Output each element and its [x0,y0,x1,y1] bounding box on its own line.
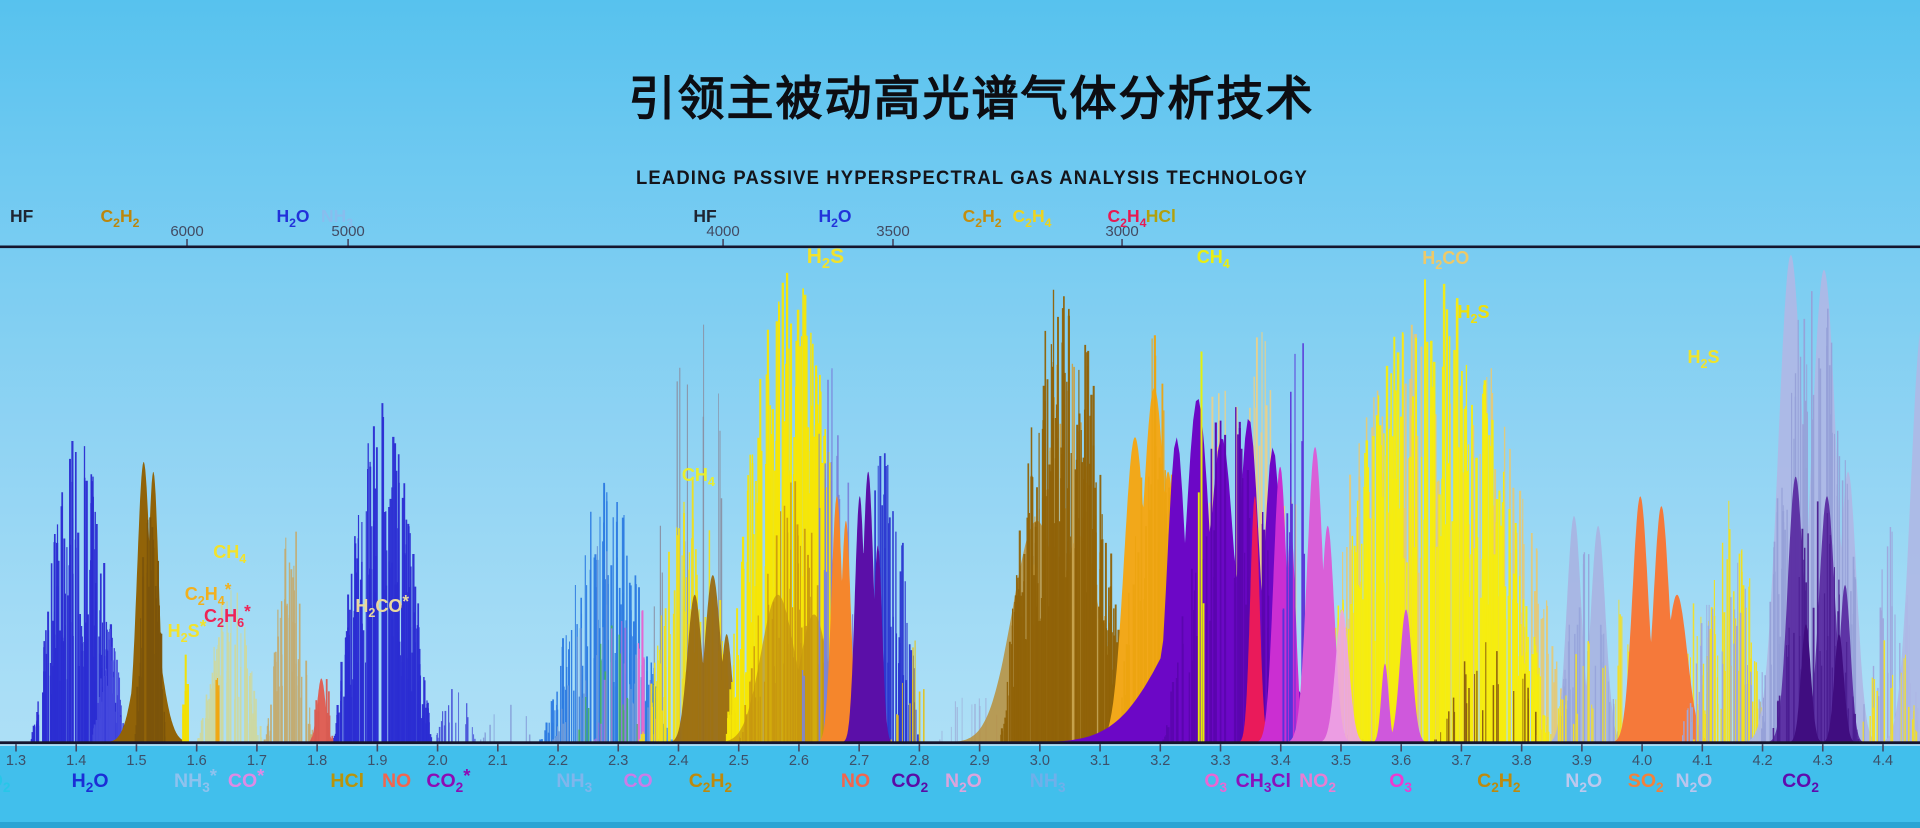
svg-text:SO2: SO2 [1628,770,1664,795]
svg-text:H2S*: H2S* [168,617,207,645]
svg-text:CO2: CO2 [891,770,928,795]
svg-text:6000: 6000 [170,223,203,240]
svg-text:C2H2: C2H2 [101,206,140,230]
svg-text:C2H2: C2H2 [963,206,1002,230]
svg-text:2.6: 2.6 [789,753,809,769]
bottom-axis-ticks: 1.3 1.4 1.5 1.6 1.7 1.8 1.9 2.0 2.1 2.2 2.3 2.4 2.5 2… [6,744,1893,769]
svg-text:NO: NO [382,770,411,792]
footer-strip [0,746,1920,828]
top-axis-ticks: 6000 5000 4000 3500 3000 [170,223,1139,246]
svg-text:O3: O3 [1389,770,1412,795]
svg-text:O2: O2 [0,770,11,795]
svg-text:H2O: H2O [818,206,851,230]
svg-text:3500: 3500 [876,223,909,240]
svg-text:N2O: N2O [1675,770,1712,795]
svg-text:1.4: 1.4 [66,753,86,769]
svg-text:C2H6*: C2H6* [204,602,251,630]
svg-text:3000: 3000 [1105,223,1138,240]
svg-text:H2S: H2S [807,245,844,272]
svg-text:1.6: 1.6 [187,753,207,769]
svg-text:3.9: 3.9 [1572,753,1592,769]
svg-text:1.5: 1.5 [126,753,146,769]
svg-text:4.2: 4.2 [1752,753,1772,769]
svg-text:3.7: 3.7 [1451,753,1471,769]
svg-text:N2O: N2O [945,770,982,795]
svg-text:2.0: 2.0 [427,753,447,769]
svg-text:C2H4: C2H4 [1013,206,1052,230]
svg-text:H2CO*: H2CO* [355,592,409,620]
svg-text:C2H2: C2H2 [1477,770,1521,795]
svg-text:CH4: CH4 [213,542,246,566]
svg-text:3.5: 3.5 [1331,753,1351,769]
svg-text:H2S: H2S [1687,347,1719,371]
svg-text:C2H4*: C2H4* [185,580,232,608]
axes [0,245,1920,745]
svg-text:CH3Cl: CH3Cl [1236,770,1291,795]
spectral-bands [30,255,1920,743]
svg-text:CH4: CH4 [682,465,715,489]
svg-text:4.0: 4.0 [1632,753,1652,769]
svg-text:3.2: 3.2 [1150,753,1170,769]
svg-text:2.4: 2.4 [668,753,688,769]
svg-text:1.8: 1.8 [307,753,327,769]
svg-text:NO2: NO2 [1299,770,1336,795]
svg-text:HCl: HCl [1146,206,1176,226]
svg-text:CO2: CO2 [1782,770,1819,795]
svg-text:CO: CO [623,770,652,792]
bottom-gas-labels: O2 H2O NH3* CO* HCl NO CO2* NH3 CO C2H2 NO CO2 N2O NH… [0,765,1819,795]
svg-text:H2O: H2O [72,770,109,795]
svg-text:CH4: CH4 [1197,247,1230,271]
svg-text:3.8: 3.8 [1512,753,1532,769]
svg-text:3.3: 3.3 [1210,753,1230,769]
svg-text:2.1: 2.1 [488,753,508,769]
svg-text:NH3: NH3 [1030,770,1066,795]
svg-text:C2H2: C2H2 [689,770,733,795]
svg-text:HF: HF [693,206,717,226]
band-annotations: H2S CH4 CH4 C2H4*C2H6*H2S* H2CO* CH4 H2CO H2S H2… [168,245,1720,645]
svg-text:1.7: 1.7 [247,753,267,769]
svg-text:3.0: 3.0 [1030,753,1050,769]
svg-text:4000: 4000 [706,223,739,240]
svg-text:5000: 5000 [331,223,364,240]
top-gas-labels: HF C2H2 H2O NH3 HF H2O C2H2 C2H4 C2H4 HCl [10,206,1176,230]
svg-text:NH3: NH3 [556,770,592,795]
page-title: 引领主被动高光谱气体分析技术 [628,72,1315,125]
svg-text:N2O: N2O [1565,770,1602,795]
svg-text:CO*: CO* [228,765,265,792]
svg-text:NO: NO [841,770,870,792]
svg-text:2.5: 2.5 [729,753,749,769]
svg-text:2.8: 2.8 [909,753,929,769]
svg-text:HF: HF [10,206,34,226]
svg-text:3.6: 3.6 [1391,753,1411,769]
svg-text:NH3: NH3 [321,206,353,230]
svg-text:4.1: 4.1 [1692,753,1712,769]
header: 引领主被动高光谱气体分析技术 LEADING PASSIVE HYPERSPEC… [625,74,1318,190]
svg-text:C2H4: C2H4 [1108,206,1147,230]
svg-text:2.9: 2.9 [970,753,990,769]
svg-text:O3: O3 [1204,770,1227,795]
svg-text:2.2: 2.2 [548,753,568,769]
svg-text:4.3: 4.3 [1813,753,1833,769]
svg-text:2.7: 2.7 [849,753,869,769]
svg-text:1.3: 1.3 [6,753,26,769]
svg-text:H2CO: H2CO [1422,248,1469,272]
svg-text:HCl: HCl [330,770,364,792]
svg-text:H2S: H2S [1457,302,1489,326]
svg-text:H2O: H2O [276,206,309,230]
svg-text:3.4: 3.4 [1271,753,1291,769]
page-subtitle: LEADING PASSIVE HYPERSPECTRAL GAS ANALYS… [635,168,1308,190]
footer-edge [0,822,1920,828]
svg-text:CO2*: CO2* [426,765,471,795]
svg-text:NH3*: NH3* [174,765,218,795]
svg-text:3.1: 3.1 [1090,753,1110,769]
svg-text:4.4: 4.4 [1873,753,1893,769]
svg-text:2.3: 2.3 [608,753,628,769]
svg-text:1.9: 1.9 [367,753,387,769]
